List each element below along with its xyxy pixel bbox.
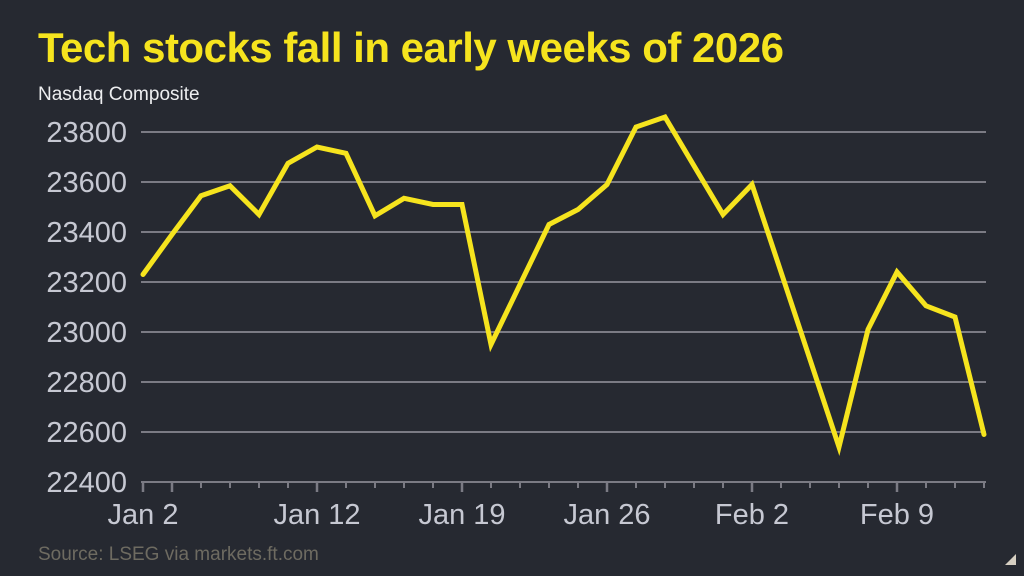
y-axis-tick-label: 22400 <box>46 467 127 499</box>
y-axis-tick-label: 23200 <box>46 267 127 299</box>
y-axis-tick-label: 23000 <box>46 317 127 349</box>
chart-title: Tech stocks fall in early weeks of 2026 <box>38 24 784 71</box>
x-axis-tick-label: Feb 9 <box>860 499 934 531</box>
source-credit: Source: LSEG via markets.ft.com <box>38 544 319 565</box>
y-axis-tick-label: 22800 <box>46 367 127 399</box>
x-axis-tick-label: Jan 19 <box>418 499 505 531</box>
x-axis-tick-label: Feb 2 <box>715 499 789 531</box>
y-axis-tick-label: 23400 <box>46 217 127 249</box>
chart-subtitle: Nasdaq Composite <box>38 84 200 105</box>
x-axis-tick-label: Jan 2 <box>108 499 179 531</box>
y-axis-tick-label: 22600 <box>46 417 127 449</box>
x-axis-tick-label: Jan 12 <box>273 499 360 531</box>
y-axis-tick-label: 23600 <box>46 167 127 199</box>
corner-resize-mark <box>1005 554 1016 565</box>
nasdaq-series-line <box>140 113 987 457</box>
y-axis-tick-label: 23800 <box>46 117 127 149</box>
x-axis-tick-label: Jan 26 <box>563 499 650 531</box>
